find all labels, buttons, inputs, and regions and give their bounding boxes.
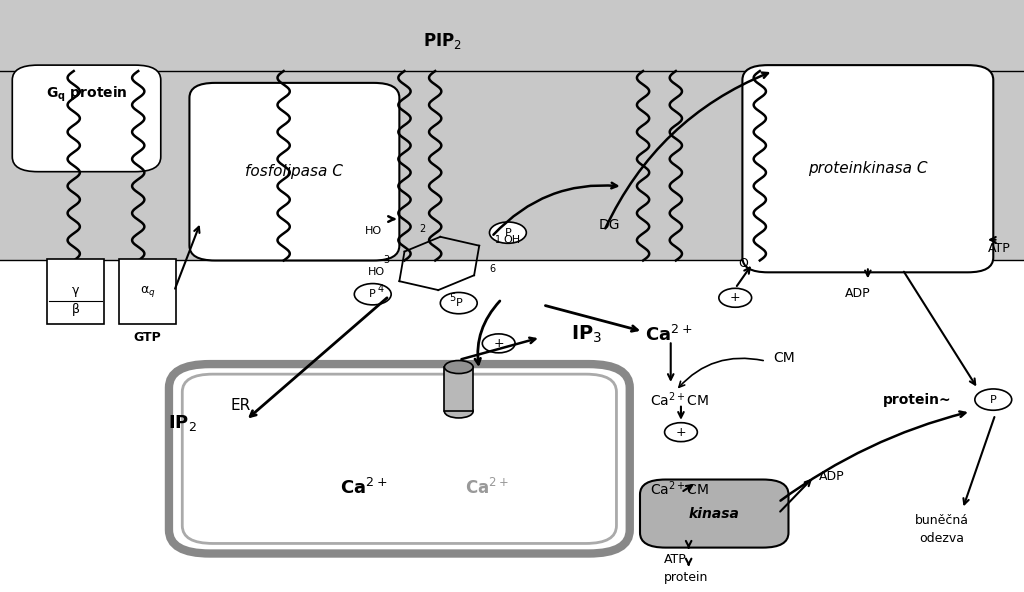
Text: Ca$^{2+}$: Ca$^{2+}$ <box>465 478 508 498</box>
Text: 1: 1 <box>495 235 501 244</box>
Text: proteinkinasa C: proteinkinasa C <box>808 161 928 176</box>
Text: +: + <box>676 426 686 439</box>
Text: Ca$^{2+}$: Ca$^{2+}$ <box>340 478 387 498</box>
Text: P: P <box>990 395 996 404</box>
Text: β: β <box>72 303 80 316</box>
Text: 2: 2 <box>419 224 425 233</box>
Circle shape <box>489 222 526 243</box>
FancyBboxPatch shape <box>640 480 788 548</box>
Text: $\mathbf{G_q}$ protein: $\mathbf{G_q}$ protein <box>46 85 127 104</box>
Text: CM: CM <box>773 351 795 365</box>
Circle shape <box>354 284 391 305</box>
Text: Ca$^{2+}$CM: Ca$^{2+}$CM <box>650 479 710 498</box>
Circle shape <box>665 423 697 442</box>
Text: O: O <box>738 257 749 270</box>
Text: HO: HO <box>366 226 382 236</box>
Text: Ca$^{2+}$CM: Ca$^{2+}$CM <box>650 390 710 409</box>
FancyBboxPatch shape <box>189 83 399 260</box>
Circle shape <box>975 389 1012 410</box>
Ellipse shape <box>444 361 473 374</box>
FancyBboxPatch shape <box>47 259 104 324</box>
FancyBboxPatch shape <box>182 374 616 543</box>
Text: 6: 6 <box>489 265 496 274</box>
Text: ATP: ATP <box>988 242 1011 255</box>
Bar <box>0 0 1024 260</box>
Text: GTP: GTP <box>133 331 162 344</box>
Text: IP$_3$: IP$_3$ <box>571 324 603 345</box>
Text: Ca$^{2+}$: Ca$^{2+}$ <box>645 324 692 345</box>
Text: P: P <box>505 228 511 237</box>
FancyBboxPatch shape <box>742 65 993 272</box>
Text: +: + <box>730 291 740 304</box>
Text: HO: HO <box>369 268 385 277</box>
Text: ATP: ATP <box>664 553 686 566</box>
Text: fosfolipasa C: fosfolipasa C <box>246 164 343 179</box>
Text: P: P <box>370 289 376 299</box>
FancyBboxPatch shape <box>12 65 161 172</box>
Text: 5: 5 <box>450 294 456 303</box>
Text: PIP$_2$: PIP$_2$ <box>423 31 462 52</box>
Text: 3: 3 <box>383 255 389 265</box>
Text: +: + <box>494 337 504 350</box>
FancyBboxPatch shape <box>119 259 176 324</box>
Circle shape <box>440 292 477 314</box>
Text: α$_q$: α$_q$ <box>139 284 156 299</box>
Text: OH: OH <box>504 235 520 244</box>
Text: 4: 4 <box>378 285 384 294</box>
Ellipse shape <box>444 405 473 418</box>
Text: ER: ER <box>230 398 251 413</box>
Text: buněčná: buněčná <box>915 514 969 527</box>
Bar <box>444 367 473 411</box>
Text: ADP: ADP <box>819 470 845 483</box>
Text: protein~: protein~ <box>883 392 951 407</box>
Circle shape <box>719 288 752 307</box>
FancyBboxPatch shape <box>169 364 630 554</box>
Text: protein: protein <box>664 571 708 584</box>
Text: γ: γ <box>72 284 80 297</box>
Text: kinasa: kinasa <box>689 507 739 520</box>
Text: DG: DG <box>599 218 620 232</box>
Text: odezva: odezva <box>920 532 965 545</box>
Text: ADP: ADP <box>845 287 871 300</box>
Text: IP$_2$: IP$_2$ <box>168 413 197 433</box>
Text: P: P <box>456 298 462 308</box>
Circle shape <box>482 334 515 353</box>
